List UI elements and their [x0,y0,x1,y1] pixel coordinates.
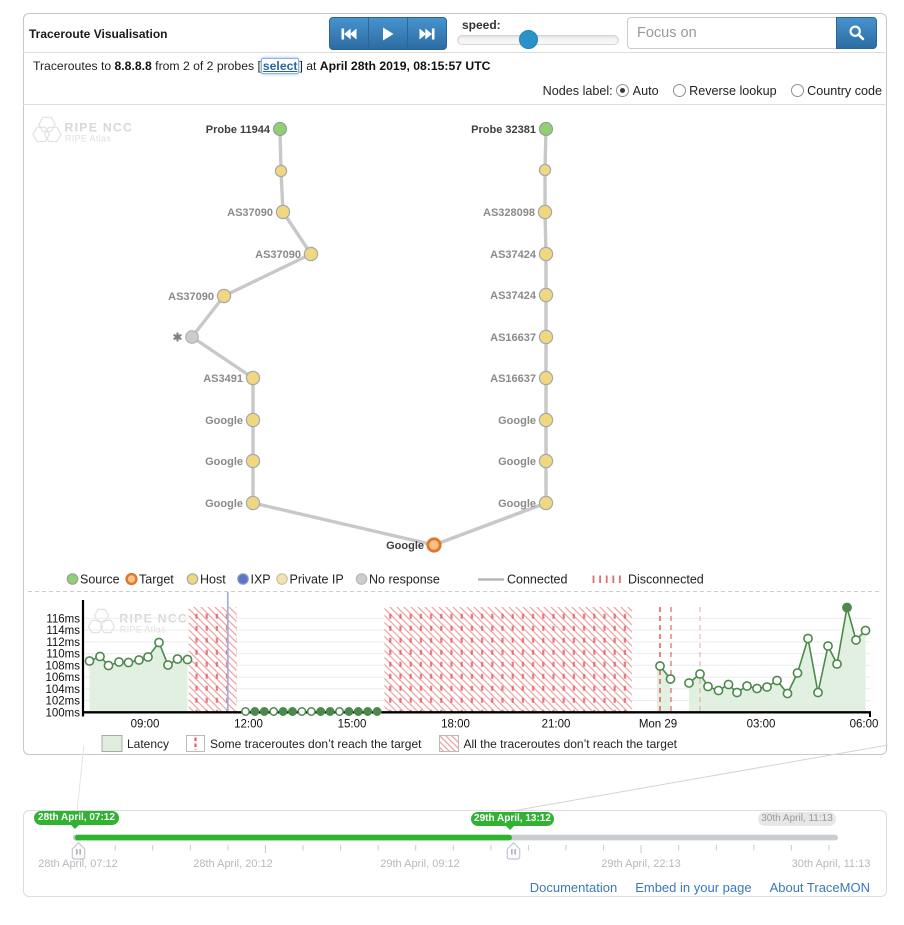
svg-text:Some traceroutes don’t reach t: Some traceroutes don’t reach the target [210,737,422,751]
svg-text:114ms: 114ms [46,625,80,637]
svg-text:100ms: 100ms [45,707,80,719]
svg-text:Source: Source [80,573,120,587]
svg-text:Google: Google [498,415,536,427]
svg-text:Connected: Connected [507,573,568,587]
svg-text:18:00: 18:00 [441,719,470,731]
svg-text:RIPE Atlas: RIPE Atlas [120,624,166,634]
svg-text:Probe 32381: Probe 32381 [471,124,536,136]
svg-text:Target: Target [139,573,174,587]
svg-text:AS16637: AS16637 [490,332,536,344]
svg-text:Mon 29: Mon 29 [639,719,677,731]
svg-text:RIPE NCC: RIPE NCC [65,121,134,135]
svg-text:AS37090: AS37090 [255,249,301,261]
svg-text:Google: Google [205,498,243,510]
svg-text:Google: Google [498,456,536,468]
svg-text:112ms: 112ms [46,637,80,649]
svg-text:108ms: 108ms [45,660,80,672]
svg-text:06:00: 06:00 [850,719,879,731]
svg-text:Google: Google [205,456,243,468]
svg-text:110ms: 110ms [46,649,80,661]
svg-text:All the traceroutes don’t reac: All the traceroutes don’t reach the targ… [464,737,678,751]
svg-text:AS37424: AS37424 [490,249,537,261]
svg-text:Latency: Latency [127,737,169,751]
svg-text:21:00: 21:00 [542,719,571,731]
svg-text:104ms: 104ms [45,684,80,696]
svg-text:No response: No response [369,573,440,587]
svg-text:09:00: 09:00 [131,719,160,731]
svg-text:AS16637: AS16637 [490,373,536,385]
svg-text:102ms: 102ms [45,696,80,708]
svg-text:Google: Google [205,415,243,427]
svg-text:106ms: 106ms [45,672,80,684]
svg-text:Disconnected: Disconnected [628,573,704,587]
svg-text:12:00: 12:00 [234,719,263,731]
svg-text:03:00: 03:00 [747,719,776,731]
svg-text:AS328098: AS328098 [483,207,535,219]
svg-text:IXP: IXP [251,573,271,587]
svg-text:15:00: 15:00 [338,719,367,731]
svg-text:AS3491: AS3491 [203,373,243,385]
svg-text:Host: Host [200,573,226,587]
svg-text:Probe 11944: Probe 11944 [206,124,271,136]
svg-text:AS37090: AS37090 [227,207,273,219]
svg-text:AS37424: AS37424 [490,290,537,302]
svg-text:AS37090: AS37090 [168,291,214,303]
svg-text:116ms: 116ms [46,613,80,625]
svg-text:RIPE Atlas: RIPE Atlas [65,134,111,144]
svg-text:Google: Google [386,540,424,552]
svg-text:Google: Google [498,498,536,510]
svg-text:Private IP: Private IP [290,573,344,587]
